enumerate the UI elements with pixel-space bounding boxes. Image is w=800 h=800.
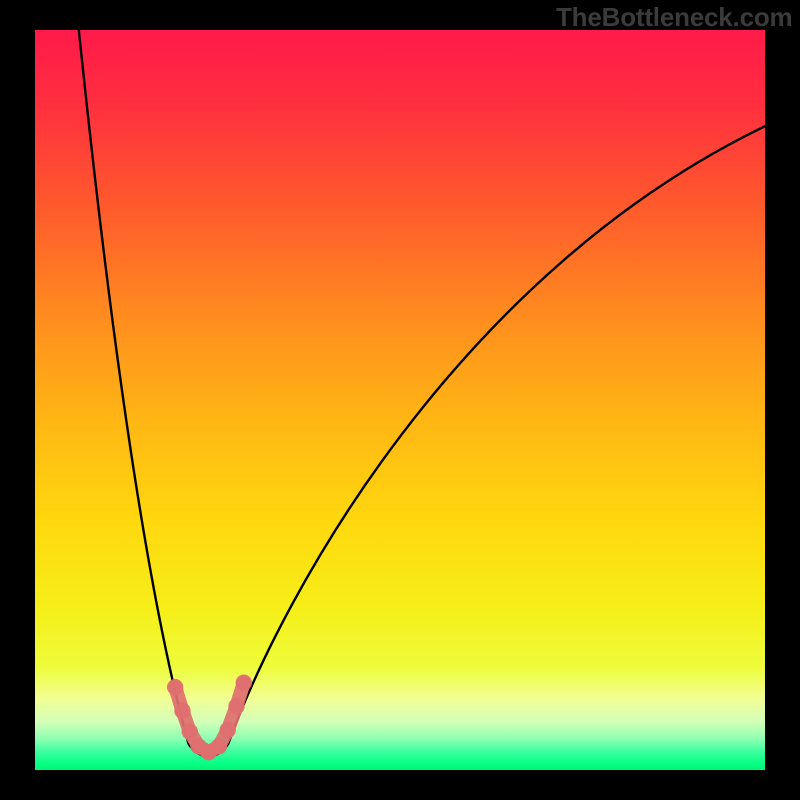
plot-area <box>35 30 765 770</box>
chart-svg <box>35 30 765 770</box>
valley-highlight-bead <box>167 679 183 695</box>
valley-highlight-bead <box>236 674 252 690</box>
watermark-text: TheBottleneck.com <box>556 2 792 33</box>
valley-highlight-bead <box>174 703 190 719</box>
valley-highlight-bead <box>211 738 227 754</box>
valley-highlight-bead <box>228 698 244 714</box>
valley-highlight-bead <box>182 723 198 739</box>
gradient-background <box>35 30 765 770</box>
valley-highlight-bead <box>220 722 236 738</box>
